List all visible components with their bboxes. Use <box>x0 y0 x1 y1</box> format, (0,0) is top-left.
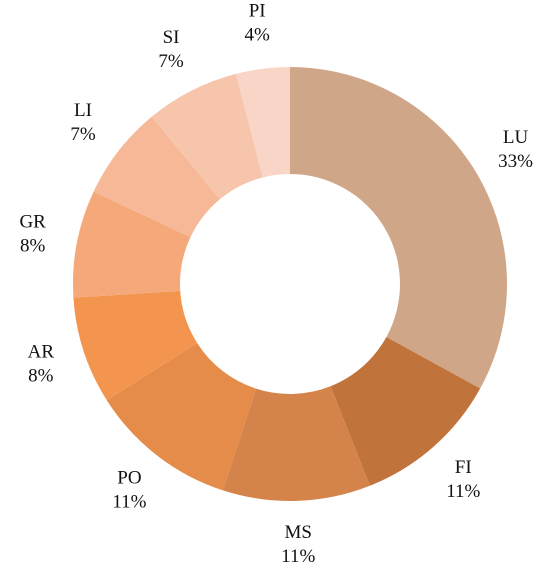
slice-value-label: 7% <box>158 51 184 72</box>
slice-value-label: 8% <box>28 365 54 386</box>
slice-value-label: 4% <box>244 24 270 45</box>
donut-slice <box>236 67 290 178</box>
slice-value-label: 11% <box>112 491 146 512</box>
slice-value-label: 33% <box>498 151 533 172</box>
donut-slice <box>330 336 481 486</box>
slice-value-label: 7% <box>70 124 96 145</box>
slice-value-label: 8% <box>20 235 46 256</box>
slice-label: AR <box>28 341 55 362</box>
slice-label: PI <box>249 0 266 21</box>
slice-label: FI <box>455 457 472 478</box>
donut-slice <box>93 116 220 238</box>
donut-slice <box>222 386 370 502</box>
donut-slice <box>72 191 191 298</box>
slice-label: PO <box>117 467 141 488</box>
slice-label: MS <box>284 522 311 543</box>
donut-slice <box>73 290 198 401</box>
donut-slice <box>106 342 257 491</box>
slice-label: LU <box>503 127 529 148</box>
slice-label: SI <box>163 27 180 48</box>
donut-slice <box>290 67 507 389</box>
slice-label: LI <box>74 100 92 121</box>
donut-slice <box>151 73 263 200</box>
slice-label: GR <box>19 211 46 232</box>
slice-value-label: 11% <box>446 481 480 502</box>
slice-value-label: 11% <box>281 546 315 567</box>
